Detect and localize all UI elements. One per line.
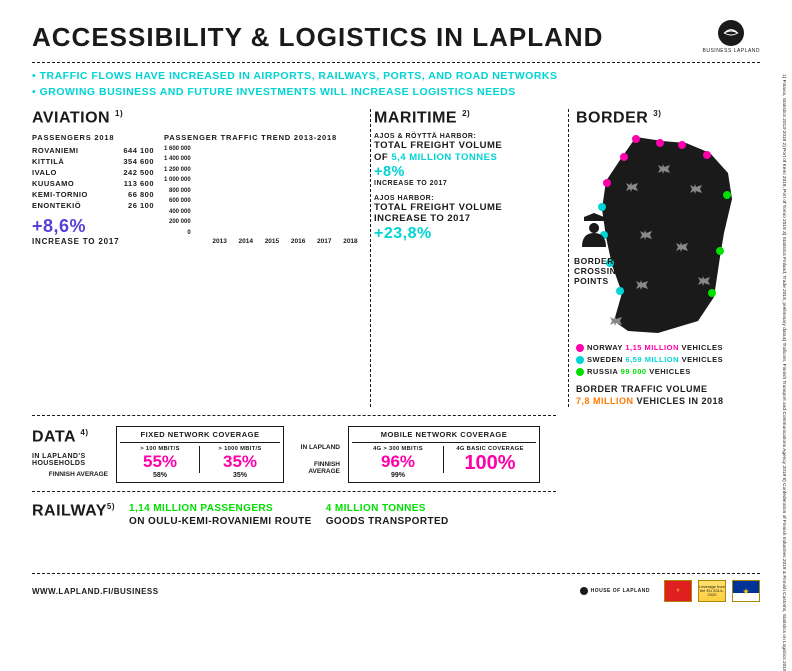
- summary-bullets: • TRAFFIC FLOWS HAVE INCREASED IN AIRPOR…: [32, 69, 760, 101]
- harbor-label: AJOS & RÖYTTÄ HARBOR:: [374, 133, 564, 140]
- x-axis-labels: 201320142015201620172018: [208, 238, 362, 245]
- section-title: BORDER 3): [576, 109, 758, 127]
- border-legend: NORWAY 1,15 MILLION VEHICLES SWEDEN 6,59 …: [576, 343, 758, 376]
- section-title: MARITIME 2): [374, 109, 564, 127]
- railway-passengers: 1,14 MILLION PASSENGERS ON OULU-KEMI-ROV…: [129, 502, 312, 528]
- footer: WWW.LAPLAND.FI/BUSINESS HOUSE OF LAPLAND…: [32, 573, 760, 602]
- divider: [32, 62, 760, 63]
- border-traffic-volume: BORDER TRAFFIC VOLUME 7,8 MILLION VEHICL…: [576, 384, 758, 407]
- border-point: [708, 289, 716, 297]
- freight-line: TOTAL FREIGHT VOLUME: [374, 140, 564, 152]
- footer-url: WWW.LAPLAND.FI/BUSINESS: [32, 587, 159, 596]
- data-cell: 4G > 300 MBIT/S96%99%: [352, 446, 444, 479]
- border-point: [620, 153, 628, 161]
- table-row: IVALO242 500: [32, 168, 154, 177]
- finnish-avg-label: FINNISH AVERAGE: [32, 471, 108, 478]
- border-point: [723, 191, 731, 199]
- railway-section: RAILWAY5) 1,14 MILLION PASSENGERS ON OUL…: [32, 502, 556, 528]
- divider: [568, 109, 569, 408]
- maritime-section: MARITIME 2) AJOS & RÖYTTÄ HARBOR: TOTAL …: [374, 109, 564, 408]
- harbor-label: AJOS HARBOR:: [374, 195, 564, 202]
- divider: [32, 415, 556, 416]
- increase-pct: +8,6%: [32, 216, 154, 237]
- fixed-network-box: FIXED NETWORK COVERAGE > 100 MBIT/S55%58…: [116, 426, 284, 483]
- eu-flag-logo: ★: [732, 580, 760, 602]
- section-title: DATA 4): [32, 428, 108, 446]
- passengers-table: PASSENGERS 2018 ROVANIEMI644 100 KITTILÄ3…: [32, 133, 154, 246]
- box-title: FIXED NETWORK COVERAGE: [120, 430, 280, 439]
- page-title: ACCESSIBILITY & LOGISTICS IN LAPLAND: [32, 22, 603, 53]
- divider: [32, 491, 556, 492]
- data-cell: > 100 MBIT/S55%58%: [120, 446, 200, 479]
- border-point: [656, 139, 664, 147]
- chart-title: PASSENGER TRAFFIC TREND 2013-2018: [164, 133, 362, 142]
- brand-logo: BUSINESS LAPLAND: [703, 20, 760, 54]
- legend-item: RUSSIA 99 000 VEHICLES: [576, 367, 758, 376]
- divider: [370, 109, 371, 408]
- data-cell: 4G BASIC COVERAGE100%: [444, 446, 536, 479]
- globe-icon: [718, 20, 744, 46]
- bcp-label: BORDERCROSSINGPOINTS: [574, 256, 620, 287]
- traffic-chart: PASSENGER TRAFFIC TREND 2013-2018 1 600 …: [164, 133, 362, 246]
- sources-text: 1) Finavia, Statistics 2013-2018 2) Port…: [770, 74, 786, 514]
- in-lapland-label: IN LAPLAND FINNISH AVERAGE: [292, 426, 340, 475]
- table-title: PASSENGERS 2018: [32, 133, 154, 142]
- officer-icon: BORDERCROSSINGPOINTS: [574, 209, 620, 287]
- y-axis-labels: 1 600 0001 400 0001 200 0001 000 000800 …: [164, 146, 191, 236]
- table-row: KITTILÄ354 600: [32, 157, 154, 166]
- households-label: IN LAPLAND'SHOUSEHOLDS: [32, 453, 108, 467]
- chart-bars: [194, 146, 209, 236]
- table-row: ENONTEKIÖ26 100: [32, 201, 154, 210]
- border-point: [632, 135, 640, 143]
- house-of-lapland-logo: HOUSE OF LAPLAND: [580, 587, 650, 595]
- bullet-item: • TRAFFIC FLOWS HAVE INCREASED IN AIRPOR…: [32, 69, 760, 85]
- table-row: KUUSAMO113 600: [32, 179, 154, 188]
- border-point: [616, 287, 624, 295]
- data-section: DATA 4) IN LAPLAND'SHOUSEHOLDS FINNISH A…: [32, 426, 556, 483]
- table-row: KEMI-TORNIO66 800: [32, 190, 154, 199]
- aviation-section: AVIATION 1) PASSENGERS 2018 ROVANIEMI644…: [32, 109, 362, 408]
- border-point: [603, 179, 611, 187]
- legend-item: SWEDEN 6,59 MILLION VEHICLES: [576, 355, 758, 364]
- section-title: AVIATION 1): [32, 109, 362, 127]
- crest-icon: ⚜: [664, 580, 692, 602]
- railway-freight: 4 MILLION TONNES GOODS TRANSPORTED: [326, 502, 449, 528]
- freight-line: OF 5,4 MILLION TONNES: [374, 152, 564, 164]
- eu-leverage-logo: Leverage from the EU 2014–2020: [698, 580, 726, 602]
- border-point: [716, 247, 724, 255]
- table-row: ROVANIEMI644 100: [32, 146, 154, 155]
- brand-name: BUSINESS LAPLAND: [703, 48, 760, 54]
- increase-label: INCREASE TO 2017: [32, 237, 154, 246]
- border-section: BORDER 3) BORDERCROSSINGPOINTS NORWAY 1,…: [576, 109, 758, 408]
- legend-item: NORWAY 1,15 MILLION VEHICLES: [576, 343, 758, 352]
- mobile-network-box: MOBILE NETWORK COVERAGE 4G > 300 MBIT/S9…: [348, 426, 540, 483]
- bullet-item: • GROWING BUSINESS AND FUTURE INVESTMENT…: [32, 85, 760, 101]
- increase-pct: +8%: [374, 164, 564, 180]
- freight-line: INCREASE TO 2017: [374, 213, 564, 225]
- increase-label: INCREASE TO 2017: [374, 180, 564, 187]
- section-title: RAILWAY5): [32, 502, 115, 520]
- border-point: [678, 141, 686, 149]
- data-cell: > 1000 MBIT/S35%35%: [200, 446, 280, 479]
- freight-line: TOTAL FREIGHT VOLUME: [374, 202, 564, 214]
- box-title: MOBILE NETWORK COVERAGE: [352, 430, 536, 439]
- border-point: [703, 151, 711, 159]
- increase-pct: +23,8%: [374, 225, 564, 243]
